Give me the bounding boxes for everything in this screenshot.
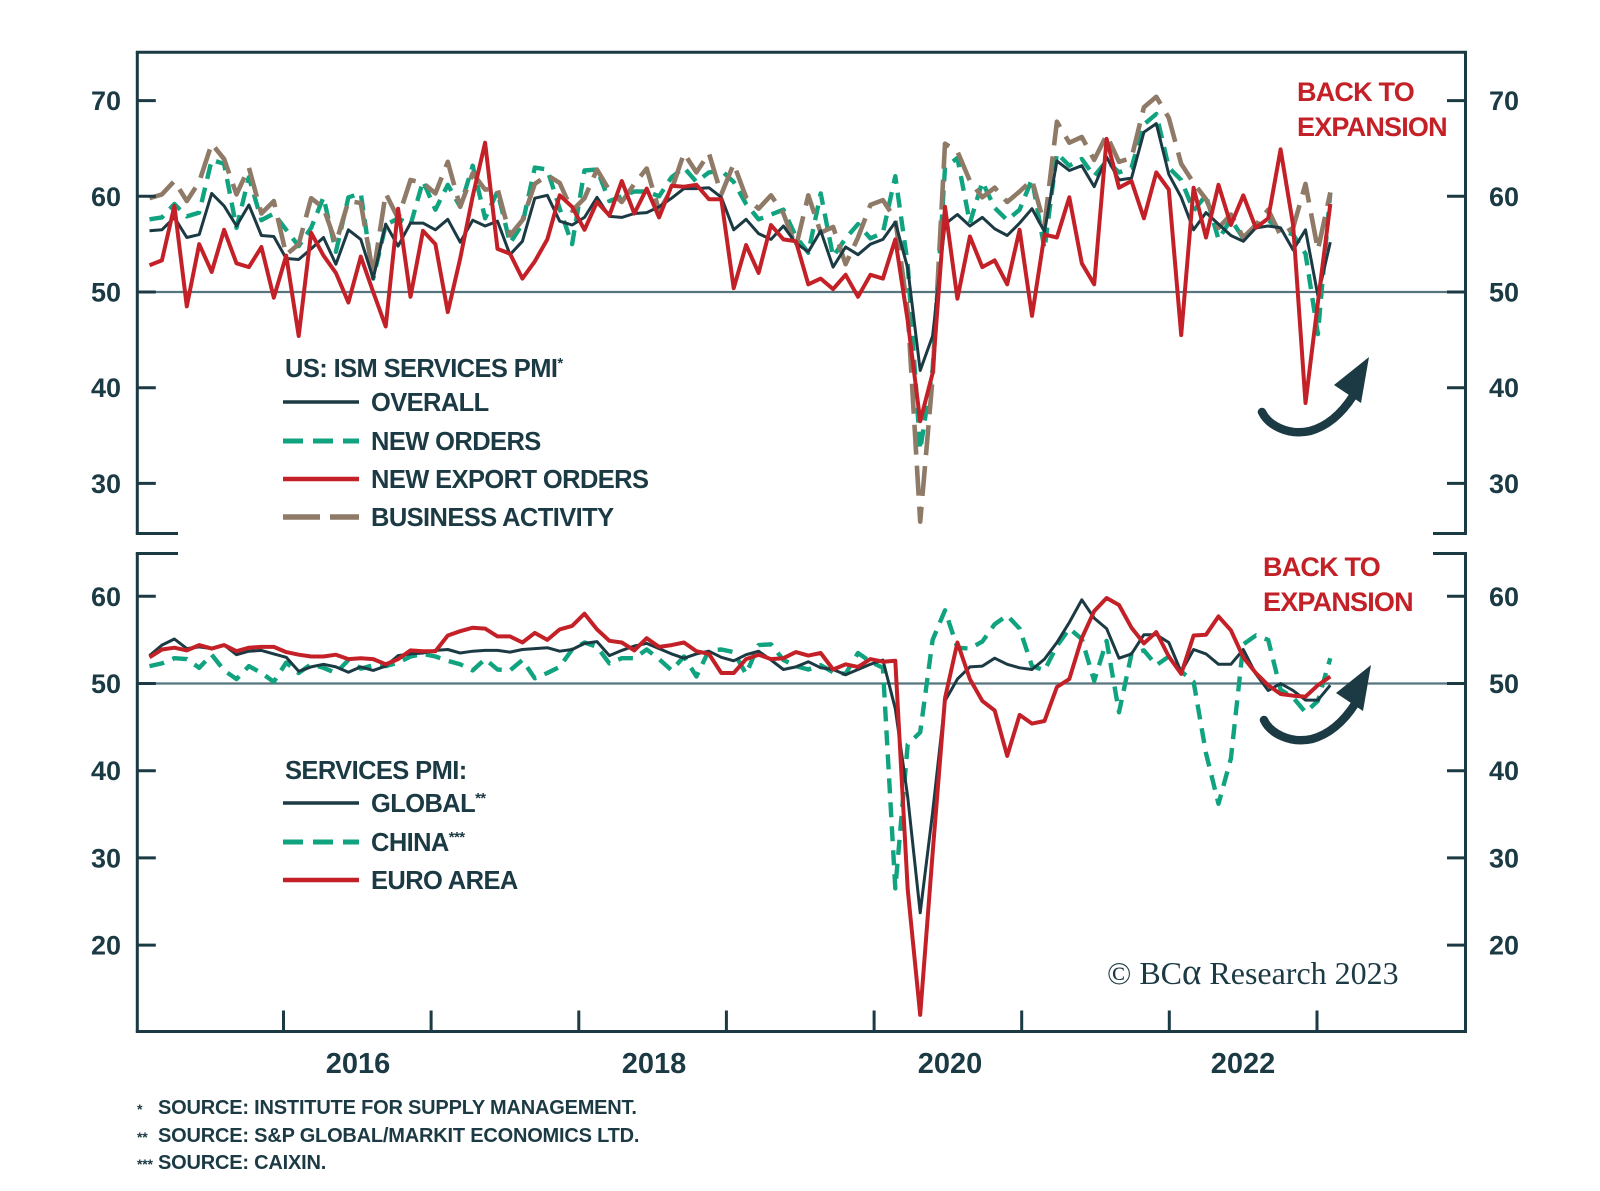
svg-text:BUSINESS ACTIVITY: BUSINESS ACTIVITY	[371, 504, 614, 532]
svg-text:BACK TO: BACK TO	[1297, 77, 1414, 107]
svg-text:30: 30	[1489, 469, 1519, 499]
svg-text:50: 50	[1489, 278, 1519, 308]
svg-text:OVERALL: OVERALL	[371, 389, 489, 417]
svg-text:60: 60	[91, 582, 121, 612]
svg-text:US: ISM SERVICES PMI*: US: ISM SERVICES PMI*	[285, 355, 563, 383]
svg-text:2022: 2022	[1211, 1048, 1276, 1080]
svg-text:40: 40	[91, 373, 121, 403]
svg-text:20: 20	[1489, 931, 1519, 961]
svg-text:2018: 2018	[622, 1048, 687, 1080]
svg-text:40: 40	[1489, 373, 1519, 403]
svg-text:40: 40	[1489, 756, 1519, 786]
svg-text:NEW ORDERS: NEW ORDERS	[371, 428, 541, 456]
svg-text:50: 50	[91, 669, 121, 699]
svg-text:30: 30	[1489, 843, 1519, 873]
svg-text:50: 50	[91, 278, 121, 308]
svg-text:SERVICES PMI:: SERVICES PMI:	[285, 757, 467, 785]
svg-text:***SOURCE: CAIXIN.: *** SOURCE: CAIXIN.	[137, 1152, 326, 1174]
svg-text:*SOURCE: INSTITUTE FOR SUPPLY: * SOURCE: INSTITUTE FOR SUPPLY MANAGEMENT…	[137, 1097, 637, 1119]
svg-text:EXPANSION: EXPANSION	[1297, 112, 1447, 142]
svg-text:20: 20	[91, 931, 121, 961]
svg-text:30: 30	[91, 843, 121, 873]
svg-text:2016: 2016	[326, 1048, 391, 1080]
svg-text:30: 30	[91, 469, 121, 499]
svg-text:GLOBAL**: GLOBAL**	[371, 790, 486, 818]
svg-text:2020: 2020	[918, 1048, 983, 1080]
svg-text:EURO AREA: EURO AREA	[371, 867, 518, 895]
svg-text:40: 40	[91, 756, 121, 786]
svg-text:EXPANSION: EXPANSION	[1263, 587, 1413, 617]
svg-text:BACK TO: BACK TO	[1263, 552, 1380, 582]
svg-text:60: 60	[1489, 182, 1519, 212]
svg-text:50: 50	[1489, 669, 1519, 699]
svg-text:NEW EXPORT ORDERS: NEW EXPORT ORDERS	[371, 466, 649, 494]
svg-text:70: 70	[1489, 86, 1519, 116]
svg-text:**SOURCE: S&P GLOBAL/MARKIT EC: ** SOURCE: S&P GLOBAL/MARKIT ECONOMICS LT…	[137, 1125, 639, 1147]
svg-text:60: 60	[91, 182, 121, 212]
svg-text:70: 70	[91, 86, 121, 116]
svg-text:60: 60	[1489, 582, 1519, 612]
svg-text:© BCα Research 2023: © BCα Research 2023	[1107, 952, 1399, 993]
